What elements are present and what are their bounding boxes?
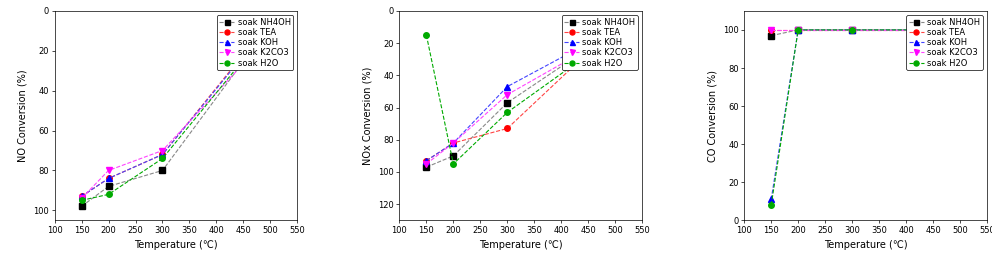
soak KOH [75, 195, 87, 198]
soak NH4OH [75, 205, 87, 208]
soak KOH [609, 27, 621, 30]
Line: soak H2O: soak H2O [78, 24, 273, 203]
soak KOH [447, 141, 459, 145]
soak TEA [954, 28, 966, 32]
soak NH4OH [265, 23, 277, 26]
Line: soak K2CO3: soak K2CO3 [424, 31, 618, 167]
soak TEA [102, 177, 114, 180]
soak H2O [75, 199, 87, 202]
soak H2O [765, 203, 777, 207]
Legend: soak NH4OH, soak TEA, soak KOH, soak K2CO3, soak H2O: soak NH4OH, soak TEA, soak KOH, soak K2C… [907, 15, 983, 70]
soak K2CO3 [846, 28, 858, 32]
soak KOH [265, 21, 277, 24]
soak NH4OH [765, 34, 777, 37]
Legend: soak NH4OH, soak TEA, soak KOH, soak K2CO3, soak H2O: soak NH4OH, soak TEA, soak KOH, soak K2C… [561, 15, 638, 70]
X-axis label: Temperature (℃): Temperature (℃) [823, 240, 908, 251]
soak K2CO3 [157, 149, 169, 152]
soak K2CO3 [765, 28, 777, 32]
Line: soak KOH: soak KOH [424, 26, 618, 163]
soak KOH [501, 85, 513, 88]
soak NH4OH [501, 101, 513, 104]
soak H2O [157, 157, 169, 160]
soak NH4OH [102, 185, 114, 188]
Line: soak NH4OH: soak NH4OH [78, 22, 273, 209]
soak H2O [421, 33, 433, 37]
soak TEA [501, 127, 513, 130]
soak TEA [265, 19, 277, 23]
soak H2O [954, 28, 966, 32]
X-axis label: Temperature (℃): Temperature (℃) [479, 240, 562, 251]
soak TEA [157, 153, 169, 156]
soak KOH [102, 177, 114, 180]
soak NH4OH [846, 28, 858, 32]
soak KOH [954, 28, 966, 32]
soak TEA [447, 141, 459, 145]
soak TEA [793, 28, 805, 32]
Y-axis label: CO Conversion (%): CO Conversion (%) [707, 70, 717, 162]
soak TEA [609, 25, 621, 29]
soak NH4OH [421, 166, 433, 169]
Line: soak TEA: soak TEA [769, 27, 963, 33]
X-axis label: Temperature (℃): Temperature (℃) [134, 240, 218, 251]
soak H2O [846, 28, 858, 32]
Line: soak TEA: soak TEA [78, 18, 273, 199]
Y-axis label: NOx Conversion (%): NOx Conversion (%) [362, 66, 373, 165]
soak NH4OH [793, 28, 805, 32]
soak KOH [765, 198, 777, 201]
Line: soak K2CO3: soak K2CO3 [78, 32, 273, 201]
Line: soak H2O: soak H2O [424, 32, 618, 167]
soak H2O [265, 25, 277, 29]
soak TEA [846, 28, 858, 32]
Line: soak H2O: soak H2O [769, 27, 963, 208]
soak TEA [421, 159, 433, 162]
soak K2CO3 [954, 28, 966, 32]
soak H2O [793, 28, 805, 32]
Y-axis label: NO Conversion (%): NO Conversion (%) [18, 69, 28, 162]
soak NH4OH [157, 169, 169, 172]
soak KOH [793, 28, 805, 32]
soak NH4OH [954, 28, 966, 32]
Line: soak TEA: soak TEA [424, 24, 618, 163]
soak NH4OH [447, 154, 459, 157]
soak KOH [421, 159, 433, 162]
soak K2CO3 [447, 141, 459, 145]
soak TEA [75, 195, 87, 198]
Line: soak NH4OH: soak NH4OH [769, 27, 963, 38]
soak K2CO3 [793, 28, 805, 32]
soak KOH [846, 28, 858, 32]
soak H2O [501, 111, 513, 114]
Line: soak KOH: soak KOH [78, 20, 273, 199]
soak TEA [765, 28, 777, 32]
soak H2O [102, 193, 114, 196]
soak KOH [157, 153, 169, 156]
soak K2CO3 [102, 169, 114, 172]
Legend: soak NH4OH, soak TEA, soak KOH, soak K2CO3, soak H2O: soak NH4OH, soak TEA, soak KOH, soak K2C… [217, 15, 294, 70]
soak K2CO3 [501, 93, 513, 96]
soak H2O [609, 33, 621, 37]
soak H2O [447, 162, 459, 166]
soak K2CO3 [75, 197, 87, 200]
soak K2CO3 [609, 32, 621, 35]
Line: soak K2CO3: soak K2CO3 [769, 27, 963, 33]
soak NH4OH [609, 29, 621, 32]
soak K2CO3 [265, 33, 277, 36]
Line: soak KOH: soak KOH [769, 27, 963, 202]
Line: soak NH4OH: soak NH4OH [424, 27, 618, 170]
soak K2CO3 [421, 162, 433, 166]
